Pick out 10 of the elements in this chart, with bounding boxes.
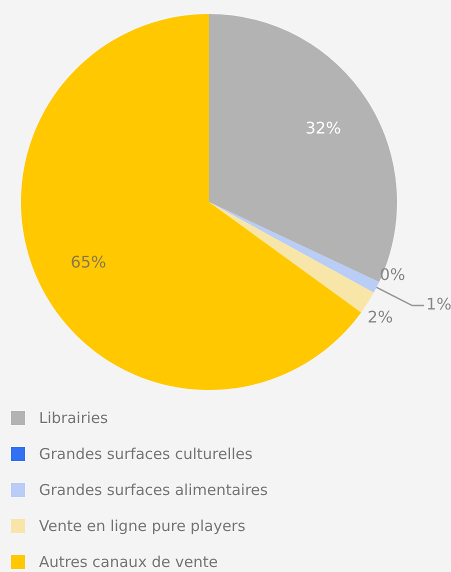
data-label: 65% (70, 252, 106, 272)
data-label: 32% (306, 118, 342, 138)
legend-label: Vente en ligne pure players (39, 517, 246, 535)
legend-label: Autres canaux de vente (39, 553, 218, 571)
data-label: 1% (426, 294, 451, 314)
legend-label: Grandes surfaces alimentaires (39, 481, 268, 499)
legend-label: Grandes surfaces culturelles (39, 445, 253, 463)
text: 0% (380, 265, 406, 284)
legend-label: Librairies (39, 409, 108, 427)
data-label: 2% (368, 307, 393, 326)
